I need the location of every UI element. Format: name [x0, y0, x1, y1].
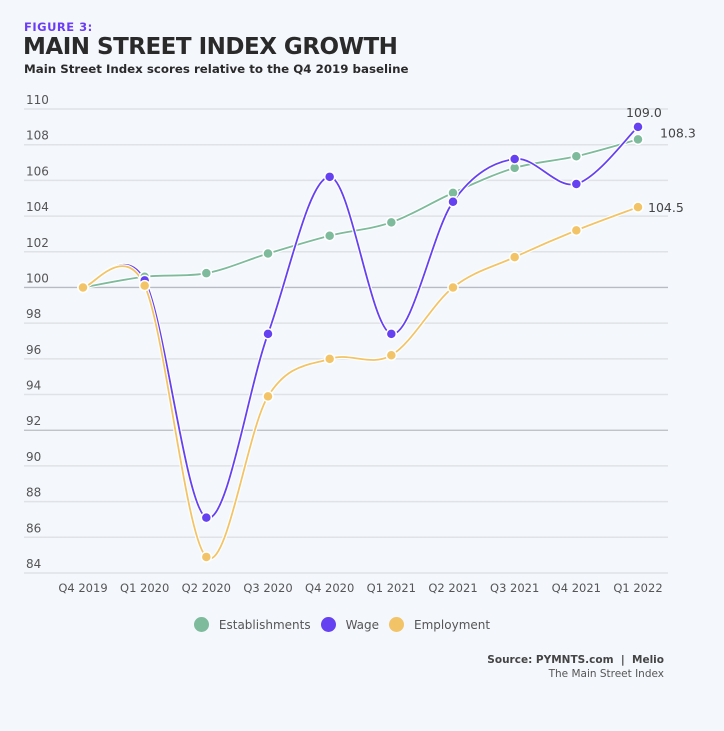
- wage-point[interactable]: [262, 328, 274, 340]
- chart-title: MAIN STREET INDEX GROWTH: [23, 34, 398, 60]
- y-tick-label: 106: [26, 164, 49, 178]
- establishments-point[interactable]: [385, 216, 398, 229]
- establishments-line: [82, 138, 639, 289]
- y-tick-label: 96: [26, 343, 41, 357]
- employment-line: [82, 206, 639, 560]
- employment-point[interactable]: [447, 281, 459, 294]
- chart-subtitle: Main Street Index scores relative to the…: [24, 62, 409, 76]
- wage-point[interactable]: [632, 121, 644, 133]
- gridlines: [24, 108, 668, 574]
- x-tick-label: Q4 2020: [305, 581, 354, 595]
- employment-point[interactable]: [138, 279, 151, 292]
- source-index-name: The Main Street Index: [548, 668, 664, 680]
- y-tick-label: 84: [26, 557, 41, 571]
- employment-point[interactable]: [200, 551, 213, 563]
- legend-item-establishments[interactable]: Establishments: [193, 617, 311, 632]
- establishments-point[interactable]: [323, 229, 336, 242]
- employment-point[interactable]: [508, 251, 521, 263]
- x-tick-label: Q4 2019: [58, 581, 107, 595]
- y-tick-label: 94: [26, 379, 41, 393]
- wage-swatch-icon: [320, 617, 336, 632]
- employment-swatch-icon: [389, 617, 405, 632]
- wage-point[interactable]: [570, 178, 583, 190]
- end-labels: 108.3 109.0 104.5: [626, 105, 696, 215]
- y-tick-label: 104: [26, 200, 49, 214]
- employment-point[interactable]: [77, 281, 89, 294]
- employment-point[interactable]: [632, 201, 644, 213]
- source-note: Source: PYMNTS.com | Melio The Main Stre…: [487, 653, 664, 681]
- x-tick-label: Q3 2020: [243, 581, 292, 595]
- x-tick-label: Q2 2021: [428, 581, 477, 595]
- establishments-swatch-icon: [193, 617, 209, 632]
- y-tick-label: 92: [26, 414, 41, 428]
- y-tick-label: 88: [26, 486, 41, 500]
- establishments-point[interactable]: [200, 267, 213, 279]
- y-tick-label: 102: [26, 236, 49, 250]
- x-tick-label: Q1 2021: [367, 581, 416, 595]
- wage-end-label: 109.0: [626, 105, 662, 120]
- y-tick-label: 98: [26, 307, 41, 321]
- y-tick-label: 100: [26, 271, 49, 285]
- legend-label: Employment: [414, 617, 491, 632]
- x-tick-label: Q2 2020: [182, 581, 231, 595]
- employment-end-label: 104.5: [648, 200, 684, 215]
- legend-item-wage[interactable]: Wage: [320, 617, 380, 632]
- figure-label: FIGURE 3:: [24, 20, 93, 34]
- establishments-line-halo: [82, 137, 639, 290]
- x-tick-label: Q4 2021: [552, 581, 601, 595]
- series-lines: [82, 125, 640, 561]
- legend-label: Wage: [345, 617, 380, 632]
- wage-point[interactable]: [385, 328, 398, 340]
- legend-item-employment[interactable]: Employment: [389, 617, 490, 632]
- employment-point[interactable]: [385, 349, 398, 362]
- establishments-point[interactable]: [632, 133, 644, 146]
- series-points: [77, 121, 644, 563]
- legend-label: Establishments: [218, 617, 311, 632]
- x-tick-label: Q1 2022: [613, 581, 662, 595]
- establishments-point[interactable]: [570, 150, 583, 163]
- wage-point[interactable]: [508, 153, 521, 165]
- legend: Establishments Wage Employment: [0, 617, 704, 632]
- employment-point[interactable]: [262, 390, 274, 403]
- x-tick-label: Q3 2021: [490, 581, 539, 595]
- y-tick-label: 110: [26, 93, 49, 107]
- y-tick-label: 86: [26, 521, 41, 535]
- x-axis-ticks: Q4 2019 Q1 2020 Q2 2020 Q3 2020 Q4 2020 Q1 20…: [58, 581, 662, 595]
- establishments-end-label: 108.3: [660, 125, 696, 140]
- y-tick-label: 108: [26, 129, 49, 143]
- employment-point[interactable]: [570, 224, 583, 237]
- wage-point[interactable]: [200, 511, 213, 524]
- employment-point[interactable]: [323, 353, 336, 365]
- y-axis-ticks: 84 86 88 90 92 94 96 98 100 102 104 106 108 110: [26, 93, 49, 571]
- source-line: Source: PYMNTS.com | Melio: [487, 654, 664, 666]
- wage-point[interactable]: [447, 196, 459, 208]
- establishments-point[interactable]: [262, 247, 274, 260]
- x-tick-label: Q1 2020: [120, 581, 169, 595]
- y-tick-label: 90: [26, 450, 41, 464]
- wage-point[interactable]: [323, 171, 336, 183]
